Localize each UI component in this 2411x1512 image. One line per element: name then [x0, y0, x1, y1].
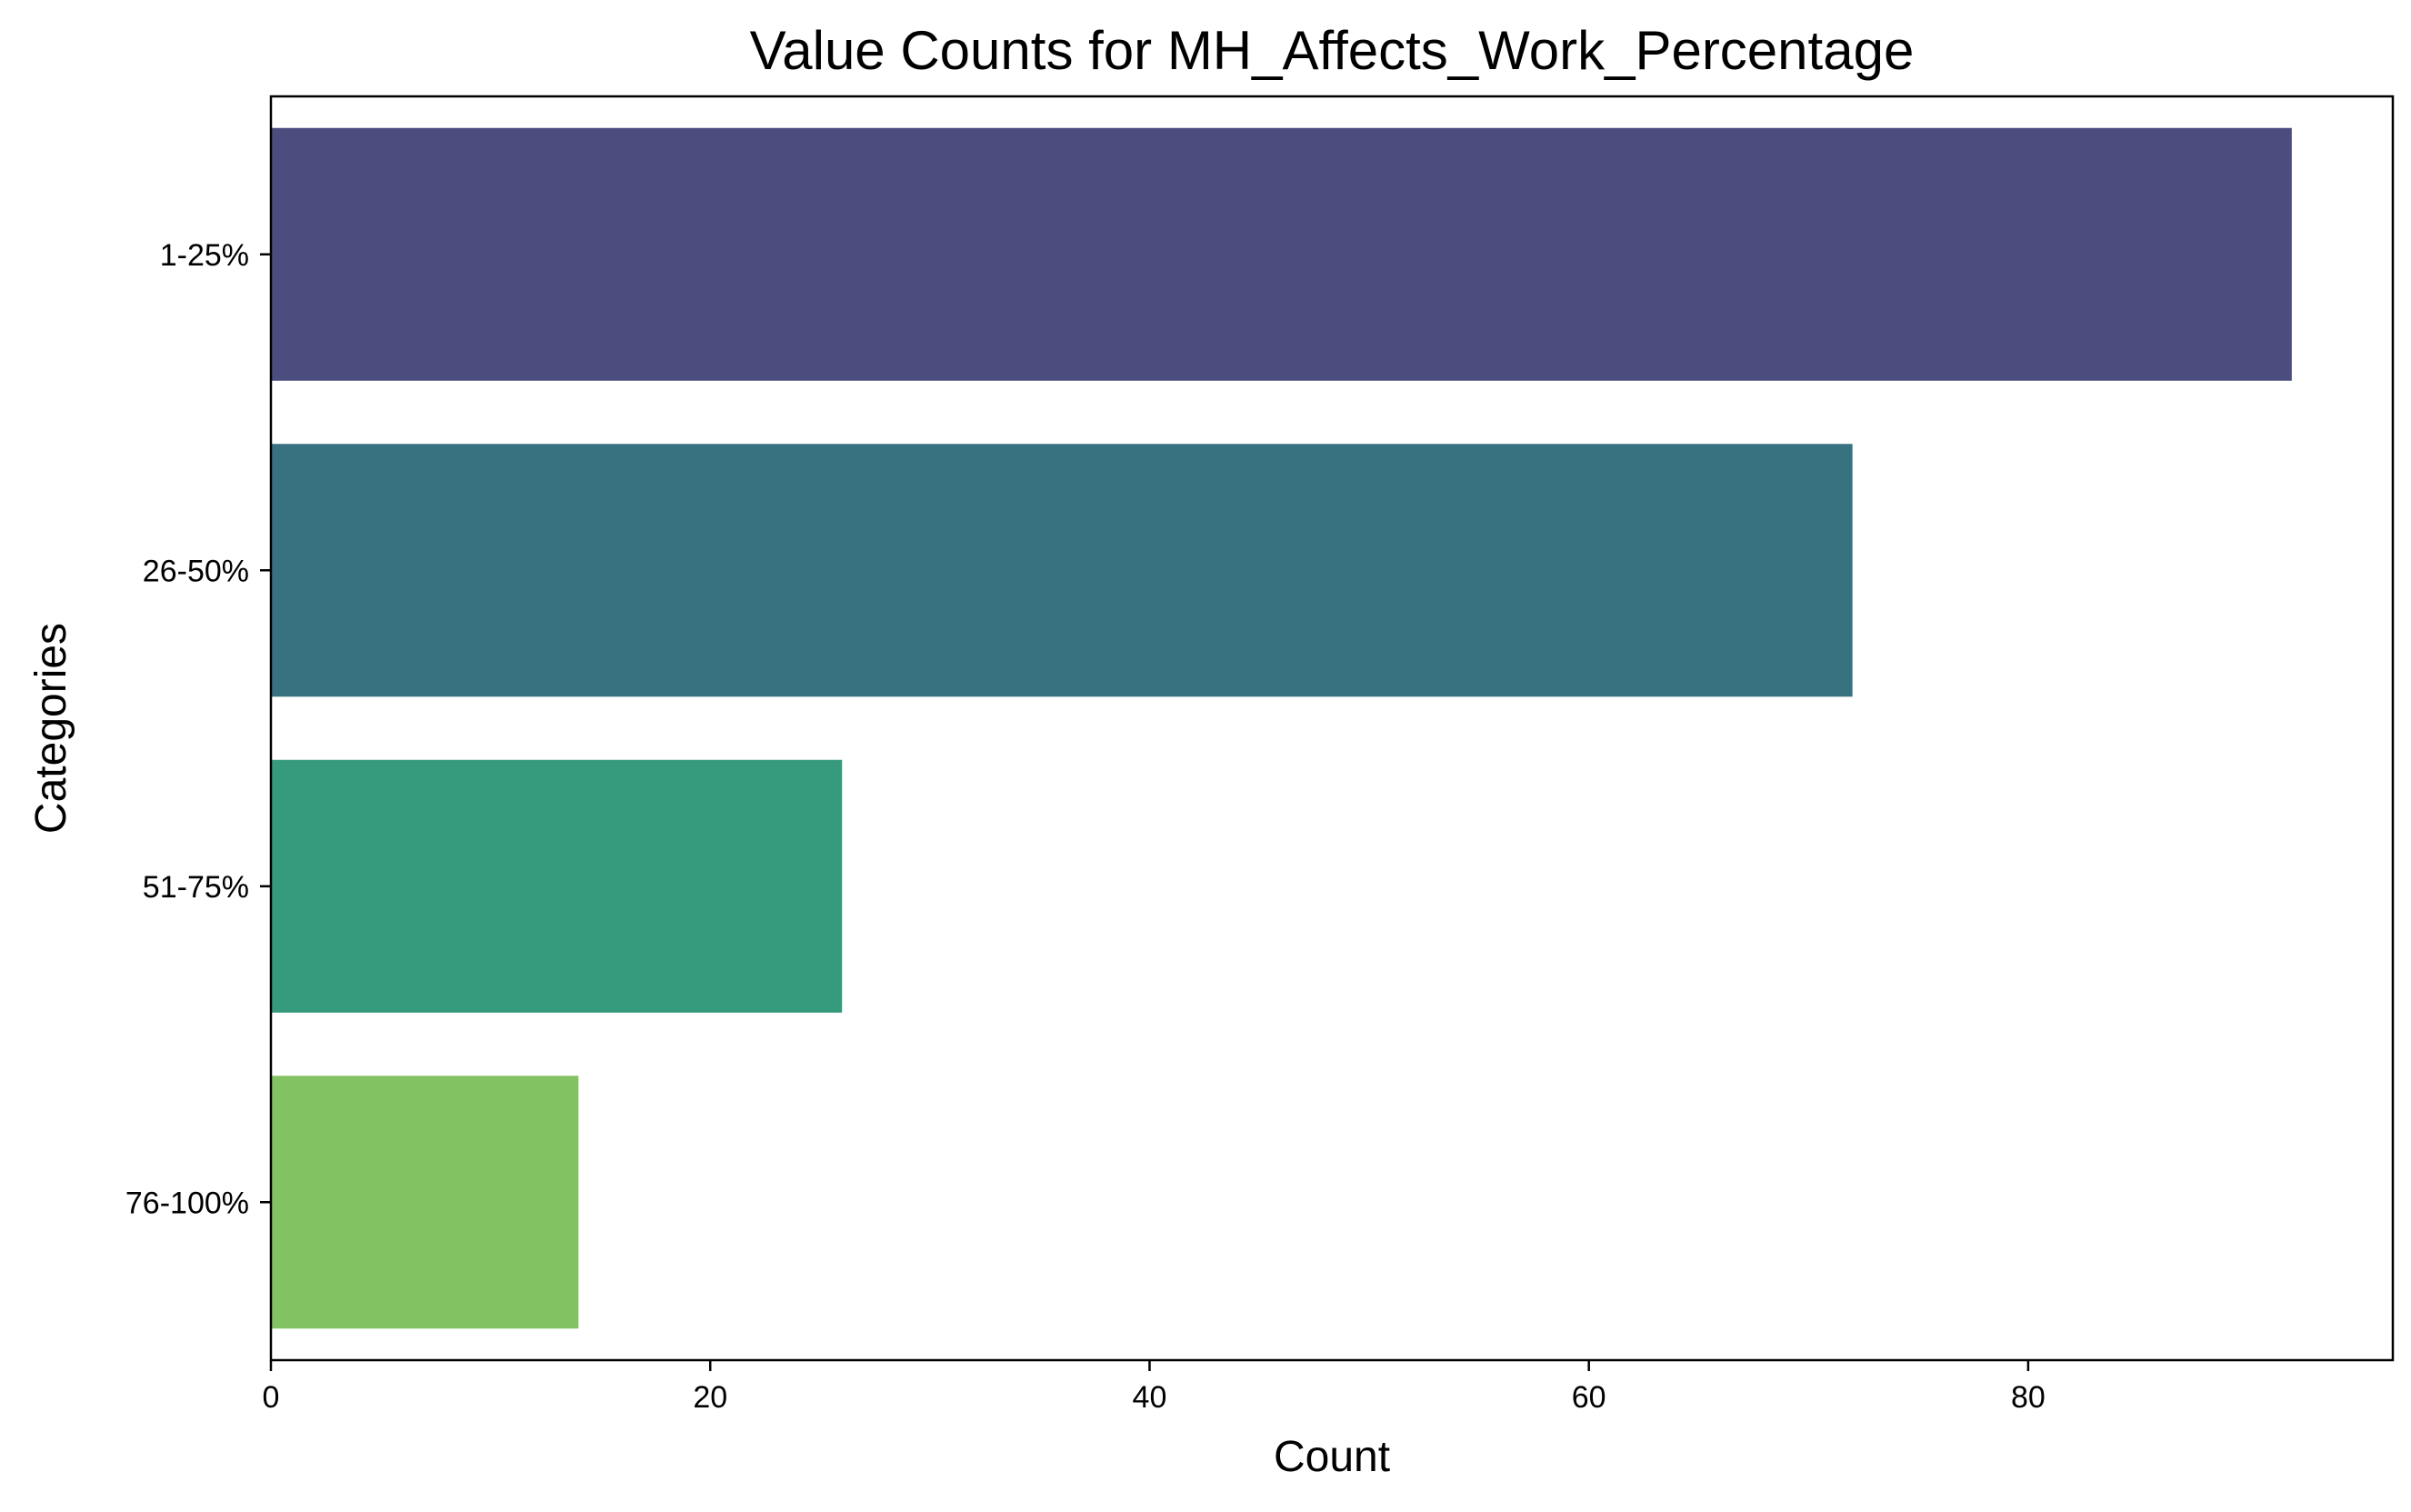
y-tick-label: 51-75%: [143, 870, 249, 905]
x-tick-label: 0: [263, 1380, 280, 1415]
x-tick-label: 40: [1133, 1380, 1167, 1415]
y-axis: 1-25% 26-50% 51-75% 76-100%: [125, 238, 271, 1220]
y-axis-label: Categories: [27, 623, 75, 834]
x-axis-label: Count: [1274, 1433, 1390, 1481]
x-tick-label: 60: [1572, 1380, 1606, 1415]
bar-3: [271, 759, 843, 1013]
plot-frame: [269, 95, 2395, 1362]
bar-4: [271, 1076, 579, 1329]
y-tick-label: 76-100%: [125, 1186, 249, 1220]
y-tick-label: 26-50%: [143, 554, 249, 588]
bars-group: [271, 127, 2292, 1329]
bar-2: [271, 444, 1853, 697]
x-tick-label: 20: [693, 1380, 727, 1415]
bar-1: [271, 127, 2292, 381]
chart-title: Value Counts for MH_Affects_Work_Percent…: [750, 20, 1915, 81]
x-tick-label: 80: [2011, 1380, 2046, 1415]
x-axis: 0 20 40 60 80: [263, 1360, 2046, 1415]
y-tick-label: 1-25%: [160, 238, 249, 273]
